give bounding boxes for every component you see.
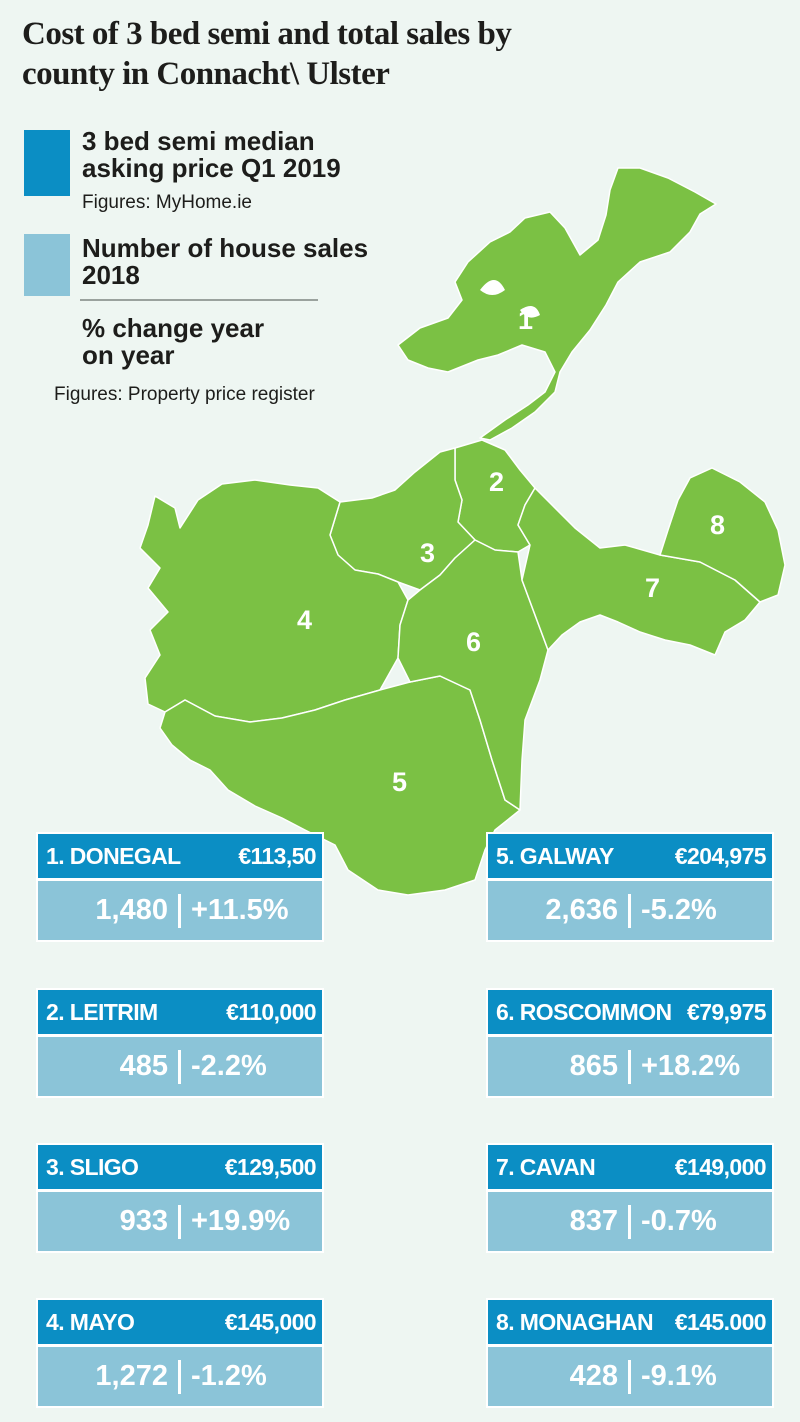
median-price: €145.000 — [674, 1308, 767, 1335]
divider — [628, 893, 631, 928]
county-card-sligo: 3. SLIGO €129,500 933 +19.9% — [36, 1143, 324, 1253]
median-price: €145,000 — [224, 1308, 317, 1335]
median-price: €79,975 — [687, 998, 767, 1025]
median-price: €129,500 — [224, 1153, 317, 1180]
county-donegal — [397, 167, 717, 441]
page-title: Cost of 3 bed semi and total sales by co… — [22, 16, 512, 92]
change-percent: -9.1% — [641, 1360, 717, 1392]
sales-count: 1,272 — [95, 1360, 168, 1392]
divider — [178, 893, 181, 928]
county-name: 3. SLIGO — [46, 1153, 139, 1180]
county-cavan — [517, 487, 761, 656]
county-name: 8. MONAGHAN — [496, 1308, 654, 1335]
sales-source-note: Figures: Property price register — [54, 384, 315, 405]
sales-legend-swatch — [24, 234, 70, 296]
median-price: €149,000 — [674, 1153, 767, 1180]
change-percent: -2.2% — [191, 1050, 267, 1082]
county-card-cavan: 7. CAVAN €149,000 837 -0.7% — [486, 1143, 774, 1253]
county-name: 1. DONEGAL — [46, 842, 181, 869]
map-label-3: 3 — [420, 538, 436, 568]
map-label-6: 6 — [466, 627, 482, 657]
county-roscommon — [397, 539, 549, 811]
sales-count: 865 — [569, 1050, 618, 1082]
divider — [628, 1049, 631, 1084]
map-detail — [480, 280, 540, 318]
sales-count: 485 — [119, 1050, 168, 1082]
legend-divider — [80, 299, 318, 301]
sales-count: 837 — [569, 1205, 618, 1237]
median-price: €113,50 — [238, 842, 316, 869]
map-label-7: 7 — [645, 573, 661, 603]
county-name: 7. CAVAN — [496, 1153, 596, 1180]
change-percent: +18.2% — [641, 1050, 741, 1082]
county-monaghan — [659, 467, 786, 603]
divider — [178, 1049, 181, 1084]
map-label-2: 2 — [489, 467, 505, 497]
change-percent: +19.9% — [191, 1205, 291, 1237]
sales-count: 1,480 — [95, 894, 168, 926]
county-name: 5. GALWAY — [496, 842, 614, 869]
sales-count: 2,636 — [545, 894, 618, 926]
divider — [628, 1359, 631, 1394]
divider — [628, 1204, 631, 1239]
change-percent: -0.7% — [641, 1205, 717, 1237]
change-percent: -1.2% — [191, 1360, 267, 1392]
map-label-1: 1 — [518, 305, 534, 335]
divider — [178, 1359, 181, 1394]
change-percent: +11.5% — [191, 894, 289, 926]
county-card-roscommon: 6. ROSCOMMON €79,975 865 +18.2% — [486, 988, 774, 1098]
county-name: 4. MAYO — [46, 1308, 135, 1335]
sales-count: 428 — [569, 1360, 618, 1392]
county-card-monaghan: 8. MONAGHAN €145.000 428 -9.1% — [486, 1298, 774, 1408]
sales-legend-label: Number of house sales 2018 — [82, 233, 369, 290]
map-label-5: 5 — [392, 767, 408, 797]
county-name: 6. ROSCOMMON — [496, 998, 672, 1025]
county-card-leitrim: 2. LEITRIM €110,000 485 -2.2% — [36, 988, 324, 1098]
median-price: €204,975 — [674, 842, 767, 869]
sales-count: 933 — [119, 1205, 168, 1237]
county-card-donegal: 1. DONEGAL €113,50 1,480 +11.5% — [36, 832, 324, 942]
price-source-note: Figures: MyHome.ie — [82, 192, 252, 213]
county-name: 2. LEITRIM — [46, 998, 158, 1025]
change-legend-label: % change year on year — [82, 313, 265, 370]
county-card-mayo: 4. MAYO €145,000 1,272 -1.2% — [36, 1298, 324, 1408]
map-label-4: 4 — [297, 605, 313, 635]
divider — [178, 1204, 181, 1239]
median-price: €110,000 — [226, 998, 316, 1025]
change-percent: -5.2% — [641, 894, 717, 926]
price-legend-swatch — [24, 130, 70, 196]
map-label-8: 8 — [710, 510, 726, 540]
county-card-galway: 5. GALWAY €204,975 2,636 -5.2% — [486, 832, 774, 942]
price-legend-label: 3 bed semi median asking price Q1 2019 — [82, 126, 341, 183]
